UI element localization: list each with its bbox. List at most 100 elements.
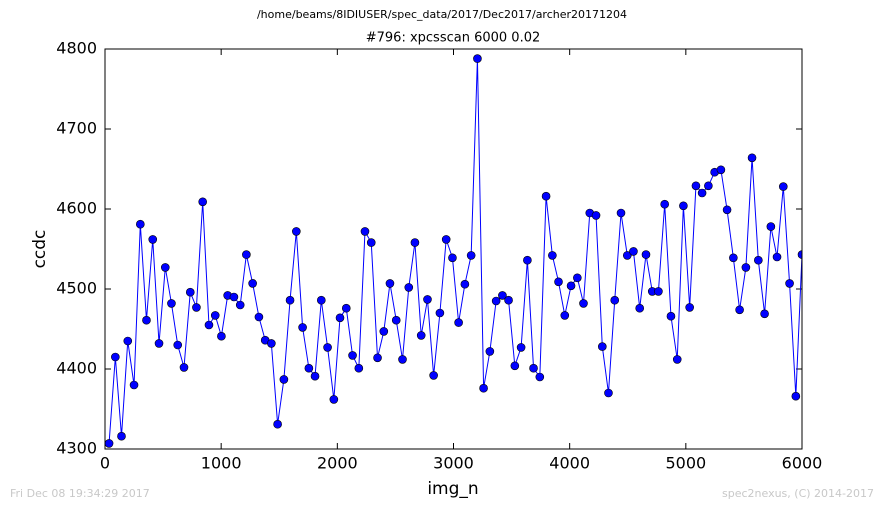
data-point [398, 355, 407, 364]
data-point [654, 287, 663, 296]
data-point [541, 191, 551, 201]
data-point [105, 439, 114, 448]
data-point [142, 315, 151, 325]
data-point [716, 165, 726, 175]
data-point [504, 295, 513, 305]
data-point [704, 181, 713, 191]
x-tick-label: 4000 [549, 454, 590, 473]
data-point [267, 339, 276, 348]
x-tick-label: 2000 [317, 454, 358, 473]
data-point [672, 355, 682, 364]
data-point [573, 273, 582, 283]
data-point [304, 363, 314, 373]
data-point [410, 238, 420, 247]
data-point [323, 343, 332, 352]
data-point [641, 250, 651, 259]
data-point [685, 303, 694, 312]
data-point [285, 295, 295, 305]
data-point [154, 339, 164, 348]
data-point [523, 255, 532, 265]
data-point [317, 295, 326, 305]
data-point [747, 153, 757, 163]
data-point [348, 351, 357, 360]
data-point [772, 252, 782, 262]
data-point [292, 227, 301, 236]
data-point [379, 327, 389, 336]
data-point [797, 250, 802, 259]
data-point [217, 331, 226, 341]
data-point [235, 300, 245, 310]
data-point [473, 54, 482, 63]
data-point [741, 263, 751, 272]
data-point [404, 283, 414, 292]
data-point [579, 299, 588, 308]
data-point [273, 419, 282, 429]
data-point [204, 320, 214, 330]
data-point [448, 253, 457, 263]
data-point [697, 188, 707, 198]
data-point [373, 353, 382, 363]
data-point [429, 371, 438, 380]
data-point [616, 208, 626, 218]
data-point [366, 238, 376, 247]
footer-right: spec2nexus, (C) 2014-2017 [722, 487, 874, 500]
data-point [198, 197, 207, 207]
x-tick-label: 0 [100, 454, 110, 473]
data-point [560, 311, 570, 320]
data-point [310, 371, 320, 381]
x-tick-label: 6000 [782, 454, 823, 473]
chart-title: #796: xpcsscan 6000 0.02 [366, 31, 541, 46]
data-point [591, 211, 601, 220]
data-point [466, 251, 476, 260]
plot-frame [104, 48, 803, 450]
data-point [778, 182, 788, 191]
data-point [173, 340, 183, 350]
data-line [108, 58, 802, 444]
data-point [666, 311, 676, 321]
x-tick-label: 5000 [665, 454, 706, 473]
data-point [167, 299, 176, 308]
data-point [210, 311, 220, 320]
data-point [785, 279, 794, 288]
data-point [129, 380, 139, 390]
data-point [635, 303, 645, 313]
data-point [691, 181, 701, 191]
data-point [160, 263, 170, 272]
data-point [791, 391, 801, 401]
data-point [529, 363, 538, 373]
data-point [423, 295, 432, 304]
data-point [148, 235, 158, 244]
y-axis-label: ccdc [30, 230, 50, 269]
data-point [242, 250, 251, 259]
data-point [598, 342, 607, 351]
data-point [548, 251, 557, 260]
data-point [354, 363, 364, 373]
data-point [416, 331, 426, 340]
footer-left: Fri Dec 08 19:34:29 2017 [10, 487, 150, 500]
data-point [722, 205, 732, 215]
x-tick-label: 3000 [433, 454, 474, 473]
data-point [136, 219, 145, 229]
data-point [622, 251, 632, 260]
data-point [535, 372, 545, 382]
data-point [485, 347, 495, 356]
data-point [498, 291, 507, 300]
data-point [391, 315, 401, 325]
data-point [329, 395, 339, 404]
y-tick-label: 4800 [56, 39, 97, 58]
data-point [111, 352, 120, 362]
y-tick-label: 4300 [56, 439, 97, 458]
data-point [604, 388, 613, 398]
data-point [679, 201, 688, 211]
data-point [510, 361, 520, 371]
data-point [754, 255, 763, 265]
data-point [766, 222, 776, 231]
data-point [660, 199, 669, 209]
data-point [441, 235, 451, 244]
data-point [179, 363, 189, 372]
data-point [729, 253, 738, 263]
data-point [254, 312, 264, 322]
y-tick-label: 4400 [56, 359, 97, 378]
data-point [735, 305, 744, 315]
